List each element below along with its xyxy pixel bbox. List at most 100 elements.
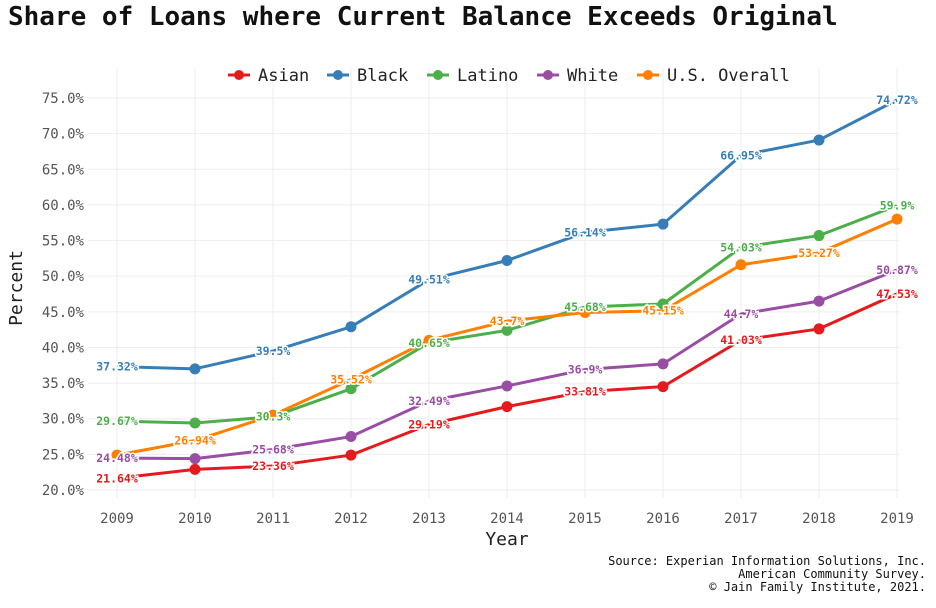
data-point <box>657 298 669 310</box>
data-point <box>579 307 591 319</box>
data-point <box>345 449 357 461</box>
series-group: 21.64%23.36%29.19%33.81%41.03%47.53%37.3… <box>95 91 920 487</box>
x-axis-label: Year <box>485 529 529 550</box>
legend-swatch-marker <box>543 70 553 80</box>
y-tick-label: 35.0% <box>42 376 85 392</box>
legend-item: Asian <box>228 66 309 86</box>
source-note: Source: Experian Information Solutions, … <box>608 555 926 594</box>
data-point <box>735 259 747 271</box>
legend: Asian Black Latino White U.S. Overall <box>228 66 790 86</box>
x-tick-label: 2016 <box>646 511 680 527</box>
y-axis-label: Percent <box>6 250 27 326</box>
x-tick-label: 2009 <box>100 511 134 527</box>
data-label: 50.87% <box>876 263 918 277</box>
legend-label: Black <box>357 66 408 86</box>
data-label: 66.95% <box>720 148 762 162</box>
data-labels: 26.94% 35.52% 43.7% 45.15% 53.27% <box>173 244 842 449</box>
series <box>116 292 898 480</box>
data-point <box>267 409 279 421</box>
x-tick-label: 2012 <box>334 511 368 527</box>
series-line <box>116 217 898 457</box>
y-tick-label: 25.0% <box>42 447 85 463</box>
data-label: 54.03% <box>720 240 762 254</box>
x-tick-label: 2013 <box>412 511 446 527</box>
data-label: 29.19% <box>408 418 450 432</box>
data-labels: 21.64% 23.36% 29.19% 33.81% 41.03% 47.53% <box>95 285 920 487</box>
data-label: 44.7% <box>724 307 759 321</box>
data-point <box>345 431 357 443</box>
data-label: 47.53% <box>876 287 918 301</box>
data-label: 41.03% <box>720 333 762 347</box>
x-tick-label: 2019 <box>880 511 914 527</box>
data-point <box>657 218 669 230</box>
data-point <box>813 230 825 242</box>
data-label: 43.7% <box>490 314 525 328</box>
y-tick-label: 65.0% <box>42 162 85 178</box>
data-label: 29.67% <box>96 414 138 428</box>
data-point <box>657 358 669 370</box>
y-tick-label: 30.0% <box>42 412 85 428</box>
data-labels: 29.67% 30.3% 40.65% 45.68% 54.03% 59.9% <box>95 197 916 429</box>
data-point <box>813 295 825 307</box>
data-labels: 24.48% 25.68% 32.49% 36.9% 44.7% 50.87% <box>95 261 920 466</box>
data-point <box>501 380 513 392</box>
y-tick-label: 50.0% <box>42 269 85 285</box>
data-label: 45.15% <box>642 304 684 318</box>
data-labels: 37.32% 39.5% 49.51% 56.14% 66.95% 74.72% <box>95 91 920 375</box>
y-tick-label: 40.0% <box>42 340 85 356</box>
data-label: 36.9% <box>568 363 603 377</box>
data-point <box>423 334 435 346</box>
data-point <box>189 463 201 475</box>
data-label: 56.14% <box>564 225 606 239</box>
data-point <box>657 381 669 393</box>
data-label: 33.81% <box>564 385 606 399</box>
x-tick-label: 2018 <box>802 511 836 527</box>
y-tick-label: 70.0% <box>42 127 85 143</box>
legend-item: Black <box>327 66 408 86</box>
legend-swatch-marker <box>643 70 653 80</box>
data-point <box>345 383 357 395</box>
data-label: 24.48% <box>96 451 138 465</box>
x-tick-label: 2015 <box>568 511 602 527</box>
series <box>116 268 898 465</box>
grid-lines <box>88 68 900 498</box>
legend-item: White <box>537 66 618 86</box>
data-point <box>813 134 825 146</box>
data-label: 35.52% <box>330 372 372 386</box>
data-label: 32.49% <box>408 394 450 408</box>
data-label: 53.27% <box>798 246 840 260</box>
data-point <box>501 401 513 413</box>
source-line-2: American Community Survey. <box>738 567 926 581</box>
data-point <box>111 449 123 461</box>
x-tick-label: 2014 <box>490 511 524 527</box>
data-point <box>189 363 201 375</box>
data-point <box>189 417 201 429</box>
y-tick-label: 75.0% <box>42 91 85 107</box>
data-label: 21.64% <box>96 471 138 485</box>
data-point <box>501 255 513 267</box>
data-point <box>189 453 201 465</box>
x-axis-ticks: 2009 2010 2011 2012 2013 2014 2015 2016 2017 2018… <box>100 511 914 527</box>
x-tick-label: 2011 <box>256 511 290 527</box>
data-label: 30.3% <box>256 410 291 424</box>
legend-item: Latino <box>427 66 518 86</box>
data-label: 49.51% <box>408 273 450 287</box>
legend-label: Asian <box>258 66 309 86</box>
y-tick-label: 60.0% <box>42 198 85 214</box>
legend-swatch-marker <box>333 70 343 80</box>
data-label: 37.32% <box>96 360 138 374</box>
data-label: 59.9% <box>880 199 915 213</box>
series <box>116 98 898 375</box>
data-point <box>891 213 903 225</box>
data-point <box>813 323 825 335</box>
series <box>116 204 898 429</box>
data-label: 25.68% <box>252 443 294 457</box>
data-label: 40.65% <box>408 336 450 350</box>
y-axis-ticks: 20.0% 25.0% 30.0% 35.0% 40.0% 45.0% 50.0% 55.0%… <box>42 91 85 499</box>
y-tick-label: 55.0% <box>42 234 85 250</box>
data-label: 39.5% <box>256 344 291 358</box>
x-tick-label: 2010 <box>178 511 212 527</box>
series <box>111 213 903 461</box>
x-tick-label: 2017 <box>724 511 758 527</box>
